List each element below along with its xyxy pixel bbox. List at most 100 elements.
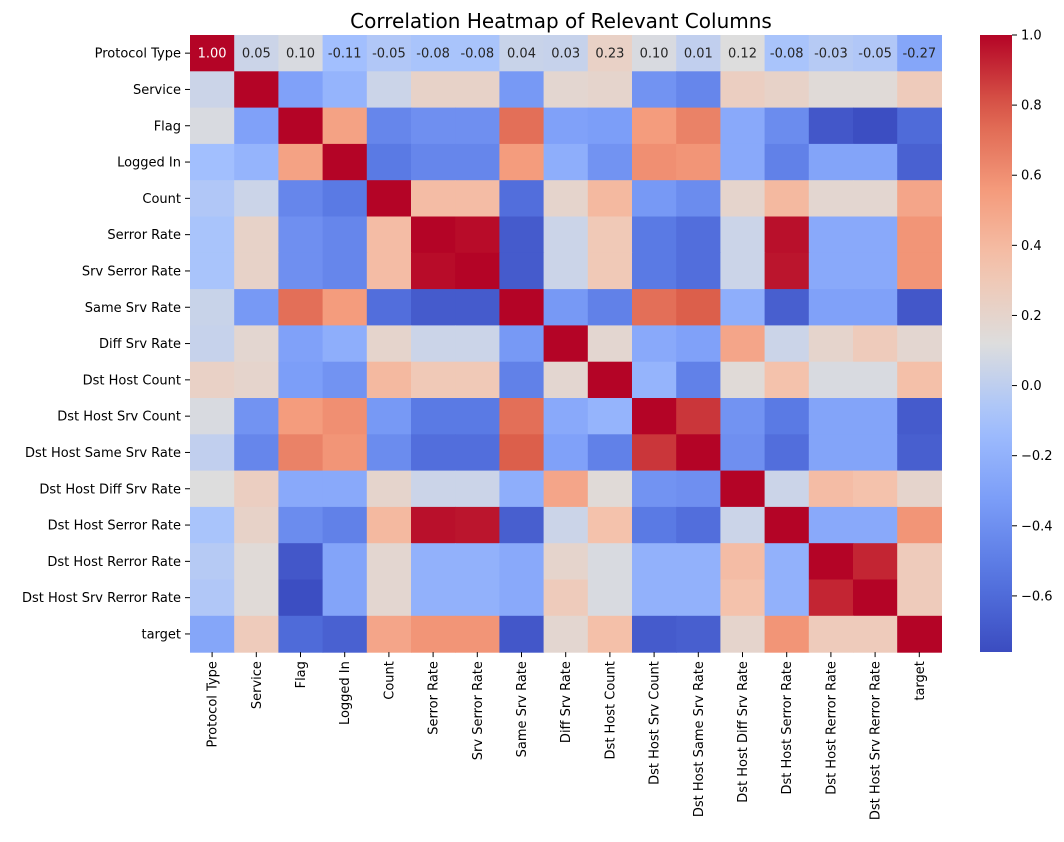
y-tick-label: Serror Rate xyxy=(107,228,181,243)
heatmap-cell xyxy=(366,325,412,363)
colorbar-tick-label: 0.6 xyxy=(1021,169,1042,184)
heatmap-cell xyxy=(587,289,633,326)
heatmap-cell xyxy=(234,398,279,435)
y-tick-label: Flag xyxy=(154,119,181,134)
heatmap-cell xyxy=(278,615,324,653)
colorbar-tick-label: −0.2 xyxy=(1021,449,1053,464)
heatmap-cell xyxy=(632,107,677,145)
heatmap-cell xyxy=(632,361,677,399)
heatmap-cell xyxy=(676,579,721,617)
heatmap-cell xyxy=(322,216,368,254)
heatmap-cell xyxy=(587,107,633,145)
heatmap-cell xyxy=(897,543,942,581)
heatmap-cell xyxy=(897,470,942,508)
heatmap-cell xyxy=(543,361,589,399)
heatmap-cell xyxy=(764,543,810,581)
heatmap-cell xyxy=(499,289,545,326)
heatmap-cell xyxy=(322,325,368,363)
heatmap-cell xyxy=(632,180,677,218)
cell-annotation: -0.11 xyxy=(328,47,362,62)
heatmap-cell xyxy=(720,289,766,326)
heatmap-cell xyxy=(853,180,898,218)
cell-annotation: -0.08 xyxy=(416,47,450,62)
heatmap-cell xyxy=(632,289,677,326)
heatmap-cell xyxy=(764,107,810,145)
heatmap-cell xyxy=(676,434,721,472)
heatmap-cell xyxy=(853,506,898,544)
heatmap-cell xyxy=(632,35,677,72)
heatmap-cell xyxy=(853,216,898,254)
heatmap-cell xyxy=(897,325,942,363)
heatmap-cell xyxy=(190,434,235,472)
heatmap-cell xyxy=(897,252,942,290)
y-tick-label: Service xyxy=(133,83,181,98)
heatmap-cell xyxy=(632,506,677,544)
heatmap-cell xyxy=(499,216,545,254)
heatmap-cell xyxy=(720,543,766,581)
colorbar-tick-label: −0.6 xyxy=(1021,589,1053,604)
heatmap-cell xyxy=(632,398,677,435)
heatmap-cell xyxy=(499,615,545,653)
heatmap-cell xyxy=(455,506,500,544)
heatmap-cell xyxy=(278,325,324,363)
x-tick-label: Service xyxy=(250,661,265,709)
heatmap-cell xyxy=(499,35,545,72)
x-tick-label: Logged In xyxy=(338,661,353,725)
heatmap-cell xyxy=(366,143,412,181)
heatmap-cell xyxy=(808,470,854,508)
heatmap-cell xyxy=(190,289,235,326)
heatmap-cell xyxy=(455,180,500,218)
y-tick-label: target xyxy=(141,627,181,642)
heatmap-cell xyxy=(278,361,324,399)
heatmap-cell xyxy=(190,252,235,290)
heatmap-cell xyxy=(278,252,324,290)
heatmap-cell xyxy=(543,470,589,508)
heatmap-cell xyxy=(676,543,721,581)
heatmap-cell xyxy=(720,180,766,218)
heatmap-cell xyxy=(676,71,721,109)
heatmap-cell xyxy=(190,470,235,508)
heatmap-cell xyxy=(587,325,633,363)
heatmap-cell xyxy=(853,35,898,72)
colorbar-scale xyxy=(980,35,1012,652)
heatmap-cell xyxy=(764,252,810,290)
heatmap-cell xyxy=(411,506,456,544)
heatmap-cell xyxy=(720,434,766,472)
heatmap-cell xyxy=(455,289,500,326)
heatmap-cell xyxy=(808,506,854,544)
colorbar: 1.0 0.8 0.6 0.4 0.2 0.0 −0.2 −0.4 −0.6 xyxy=(980,29,1053,652)
heatmap-cell xyxy=(632,434,677,472)
heatmap-cell xyxy=(234,325,279,363)
heatmap-cell xyxy=(322,470,368,508)
y-tick-label: Dst Host Srv Rerror Rate xyxy=(22,591,181,606)
heatmap-cell xyxy=(676,615,721,653)
heatmap-cell xyxy=(897,35,942,72)
heatmap-cell xyxy=(853,107,898,145)
heatmap-cell xyxy=(808,325,854,363)
heatmap-cell xyxy=(366,71,412,109)
heatmap-cell xyxy=(411,615,456,653)
heatmap-cell xyxy=(322,615,368,653)
heatmap-cell xyxy=(366,107,412,145)
heatmap-cell xyxy=(499,107,545,145)
heatmap-cell xyxy=(278,143,324,181)
heatmap-cell xyxy=(632,543,677,581)
cell-annotation: -0.08 xyxy=(460,47,494,62)
heatmap-cell xyxy=(190,543,235,581)
heatmap-cell xyxy=(587,470,633,508)
cell-annotation: 0.10 xyxy=(640,47,669,62)
heatmap-cell xyxy=(764,71,810,109)
heatmap-cell xyxy=(278,35,324,72)
heatmap-cell xyxy=(366,252,412,290)
heatmap-cell xyxy=(543,180,589,218)
heatmap-cell xyxy=(455,543,500,581)
x-tick-label: Serror Rate xyxy=(427,661,442,735)
heatmap-cell xyxy=(720,361,766,399)
heatmap-cell xyxy=(366,289,412,326)
heatmap-cell xyxy=(366,506,412,544)
x-tick-label: Dst Host Srv Rerror Rate xyxy=(869,661,884,820)
heatmap-cell xyxy=(808,252,854,290)
heatmap-cell xyxy=(764,398,810,435)
heatmap-cell xyxy=(499,398,545,435)
heatmap-cell xyxy=(720,579,766,617)
